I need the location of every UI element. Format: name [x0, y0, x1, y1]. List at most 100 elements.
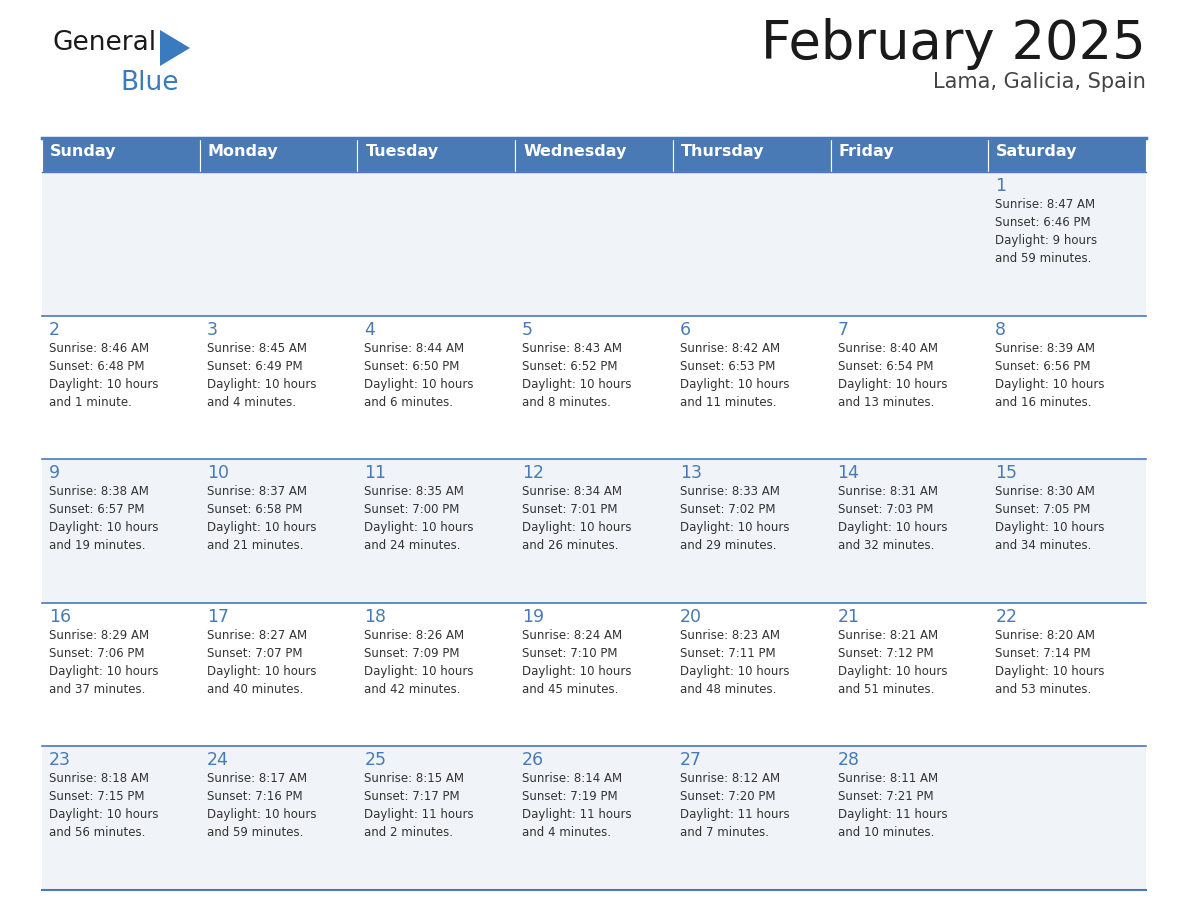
Text: Sunrise: 8:12 AM: Sunrise: 8:12 AM: [680, 772, 781, 786]
Text: Sunrise: 8:33 AM: Sunrise: 8:33 AM: [680, 486, 779, 498]
Text: 1: 1: [996, 177, 1006, 195]
Text: Daylight: 10 hours: Daylight: 10 hours: [838, 377, 947, 390]
Text: Sunset: 7:07 PM: Sunset: 7:07 PM: [207, 647, 302, 660]
Text: and 4 minutes.: and 4 minutes.: [523, 826, 611, 839]
Text: and 59 minutes.: and 59 minutes.: [996, 252, 1092, 265]
Text: Sunrise: 8:35 AM: Sunrise: 8:35 AM: [365, 486, 465, 498]
Text: Thursday: Thursday: [681, 144, 764, 159]
Text: and 34 minutes.: and 34 minutes.: [996, 539, 1092, 553]
Text: Sunset: 6:52 PM: Sunset: 6:52 PM: [523, 360, 618, 373]
Text: 13: 13: [680, 465, 702, 482]
Text: Sunrise: 8:39 AM: Sunrise: 8:39 AM: [996, 341, 1095, 354]
Text: Friday: Friday: [839, 144, 895, 159]
Text: and 11 minutes.: and 11 minutes.: [680, 396, 776, 409]
Text: 19: 19: [523, 608, 544, 626]
Text: 6: 6: [680, 320, 691, 339]
Text: Sunset: 7:11 PM: Sunset: 7:11 PM: [680, 647, 776, 660]
Text: Daylight: 10 hours: Daylight: 10 hours: [523, 665, 632, 677]
Text: Daylight: 10 hours: Daylight: 10 hours: [207, 521, 316, 534]
Text: 5: 5: [523, 320, 533, 339]
Text: Sunset: 7:02 PM: Sunset: 7:02 PM: [680, 503, 776, 516]
Text: 23: 23: [49, 752, 71, 769]
Text: and 8 minutes.: and 8 minutes.: [523, 396, 611, 409]
Text: Sunset: 6:56 PM: Sunset: 6:56 PM: [996, 360, 1091, 373]
Text: and 48 minutes.: and 48 minutes.: [680, 683, 776, 696]
Text: Sunset: 6:53 PM: Sunset: 6:53 PM: [680, 360, 776, 373]
Text: Daylight: 10 hours: Daylight: 10 hours: [523, 377, 632, 390]
Text: and 53 minutes.: and 53 minutes.: [996, 683, 1092, 696]
Polygon shape: [160, 30, 190, 66]
Text: and 59 minutes.: and 59 minutes.: [207, 826, 303, 839]
Text: Daylight: 10 hours: Daylight: 10 hours: [996, 377, 1105, 390]
Text: Daylight: 10 hours: Daylight: 10 hours: [207, 809, 316, 822]
Text: Sunrise: 8:14 AM: Sunrise: 8:14 AM: [523, 772, 623, 786]
Text: Sunrise: 8:29 AM: Sunrise: 8:29 AM: [49, 629, 150, 642]
Text: 15: 15: [996, 465, 1017, 482]
Text: Sunset: 7:16 PM: Sunset: 7:16 PM: [207, 790, 302, 803]
Text: Sunset: 7:17 PM: Sunset: 7:17 PM: [365, 790, 460, 803]
Text: and 37 minutes.: and 37 minutes.: [49, 683, 145, 696]
Text: Sunset: 6:58 PM: Sunset: 6:58 PM: [207, 503, 302, 516]
Text: Sunset: 6:54 PM: Sunset: 6:54 PM: [838, 360, 933, 373]
Text: Daylight: 10 hours: Daylight: 10 hours: [680, 521, 789, 534]
Text: 24: 24: [207, 752, 228, 769]
Text: Tuesday: Tuesday: [366, 144, 438, 159]
Bar: [988, 138, 1146, 172]
Bar: [200, 138, 358, 172]
Text: 3: 3: [207, 320, 217, 339]
Text: and 42 minutes.: and 42 minutes.: [365, 683, 461, 696]
Text: Sunset: 7:21 PM: Sunset: 7:21 PM: [838, 790, 934, 803]
Text: Sunrise: 8:24 AM: Sunrise: 8:24 AM: [523, 629, 623, 642]
Text: and 51 minutes.: and 51 minutes.: [838, 683, 934, 696]
Text: Sunset: 6:48 PM: Sunset: 6:48 PM: [49, 360, 145, 373]
Text: Daylight: 10 hours: Daylight: 10 hours: [996, 665, 1105, 677]
Text: Sunrise: 8:31 AM: Sunrise: 8:31 AM: [838, 486, 937, 498]
Text: Sunrise: 8:27 AM: Sunrise: 8:27 AM: [207, 629, 307, 642]
Text: and 1 minute.: and 1 minute.: [49, 396, 132, 409]
Text: Daylight: 11 hours: Daylight: 11 hours: [838, 809, 947, 822]
Text: Blue: Blue: [120, 70, 178, 96]
Text: and 32 minutes.: and 32 minutes.: [838, 539, 934, 553]
Text: 26: 26: [523, 752, 544, 769]
Text: Sunrise: 8:47 AM: Sunrise: 8:47 AM: [996, 198, 1095, 211]
Text: Sunset: 6:46 PM: Sunset: 6:46 PM: [996, 216, 1091, 229]
Text: Saturday: Saturday: [997, 144, 1078, 159]
Text: Sunset: 7:20 PM: Sunset: 7:20 PM: [680, 790, 776, 803]
Text: Daylight: 11 hours: Daylight: 11 hours: [365, 809, 474, 822]
Text: Daylight: 10 hours: Daylight: 10 hours: [207, 665, 316, 677]
Text: 2: 2: [49, 320, 61, 339]
Text: Sunrise: 8:46 AM: Sunrise: 8:46 AM: [49, 341, 150, 354]
Text: and 29 minutes.: and 29 minutes.: [680, 539, 776, 553]
Text: 11: 11: [365, 465, 386, 482]
Text: Daylight: 10 hours: Daylight: 10 hours: [207, 377, 316, 390]
Text: Sunrise: 8:17 AM: Sunrise: 8:17 AM: [207, 772, 307, 786]
Text: General: General: [52, 30, 156, 56]
Bar: [42, 138, 200, 172]
Text: Sunrise: 8:34 AM: Sunrise: 8:34 AM: [523, 486, 623, 498]
Text: Daylight: 10 hours: Daylight: 10 hours: [365, 665, 474, 677]
Text: Lama, Galicia, Spain: Lama, Galicia, Spain: [933, 72, 1146, 92]
Text: and 10 minutes.: and 10 minutes.: [838, 826, 934, 839]
Text: and 21 minutes.: and 21 minutes.: [207, 539, 303, 553]
Text: Sunset: 7:09 PM: Sunset: 7:09 PM: [365, 647, 460, 660]
Text: 10: 10: [207, 465, 229, 482]
Text: Daylight: 10 hours: Daylight: 10 hours: [49, 377, 158, 390]
Text: Sunrise: 8:40 AM: Sunrise: 8:40 AM: [838, 341, 937, 354]
Text: Sunset: 7:03 PM: Sunset: 7:03 PM: [838, 503, 933, 516]
Text: Sunset: 6:50 PM: Sunset: 6:50 PM: [365, 360, 460, 373]
Text: Wednesday: Wednesday: [523, 144, 626, 159]
Text: 8: 8: [996, 320, 1006, 339]
Text: Daylight: 10 hours: Daylight: 10 hours: [523, 521, 632, 534]
Text: 22: 22: [996, 608, 1017, 626]
Text: Daylight: 10 hours: Daylight: 10 hours: [49, 809, 158, 822]
Text: Monday: Monday: [208, 144, 278, 159]
Bar: [42, 746, 1146, 890]
Text: and 24 minutes.: and 24 minutes.: [365, 539, 461, 553]
Text: Sunrise: 8:11 AM: Sunrise: 8:11 AM: [838, 772, 937, 786]
Text: Sunset: 7:19 PM: Sunset: 7:19 PM: [523, 790, 618, 803]
Text: 16: 16: [49, 608, 71, 626]
Text: Sunrise: 8:42 AM: Sunrise: 8:42 AM: [680, 341, 781, 354]
Text: and 26 minutes.: and 26 minutes.: [523, 539, 619, 553]
Bar: [42, 459, 1146, 603]
Text: and 56 minutes.: and 56 minutes.: [49, 826, 145, 839]
